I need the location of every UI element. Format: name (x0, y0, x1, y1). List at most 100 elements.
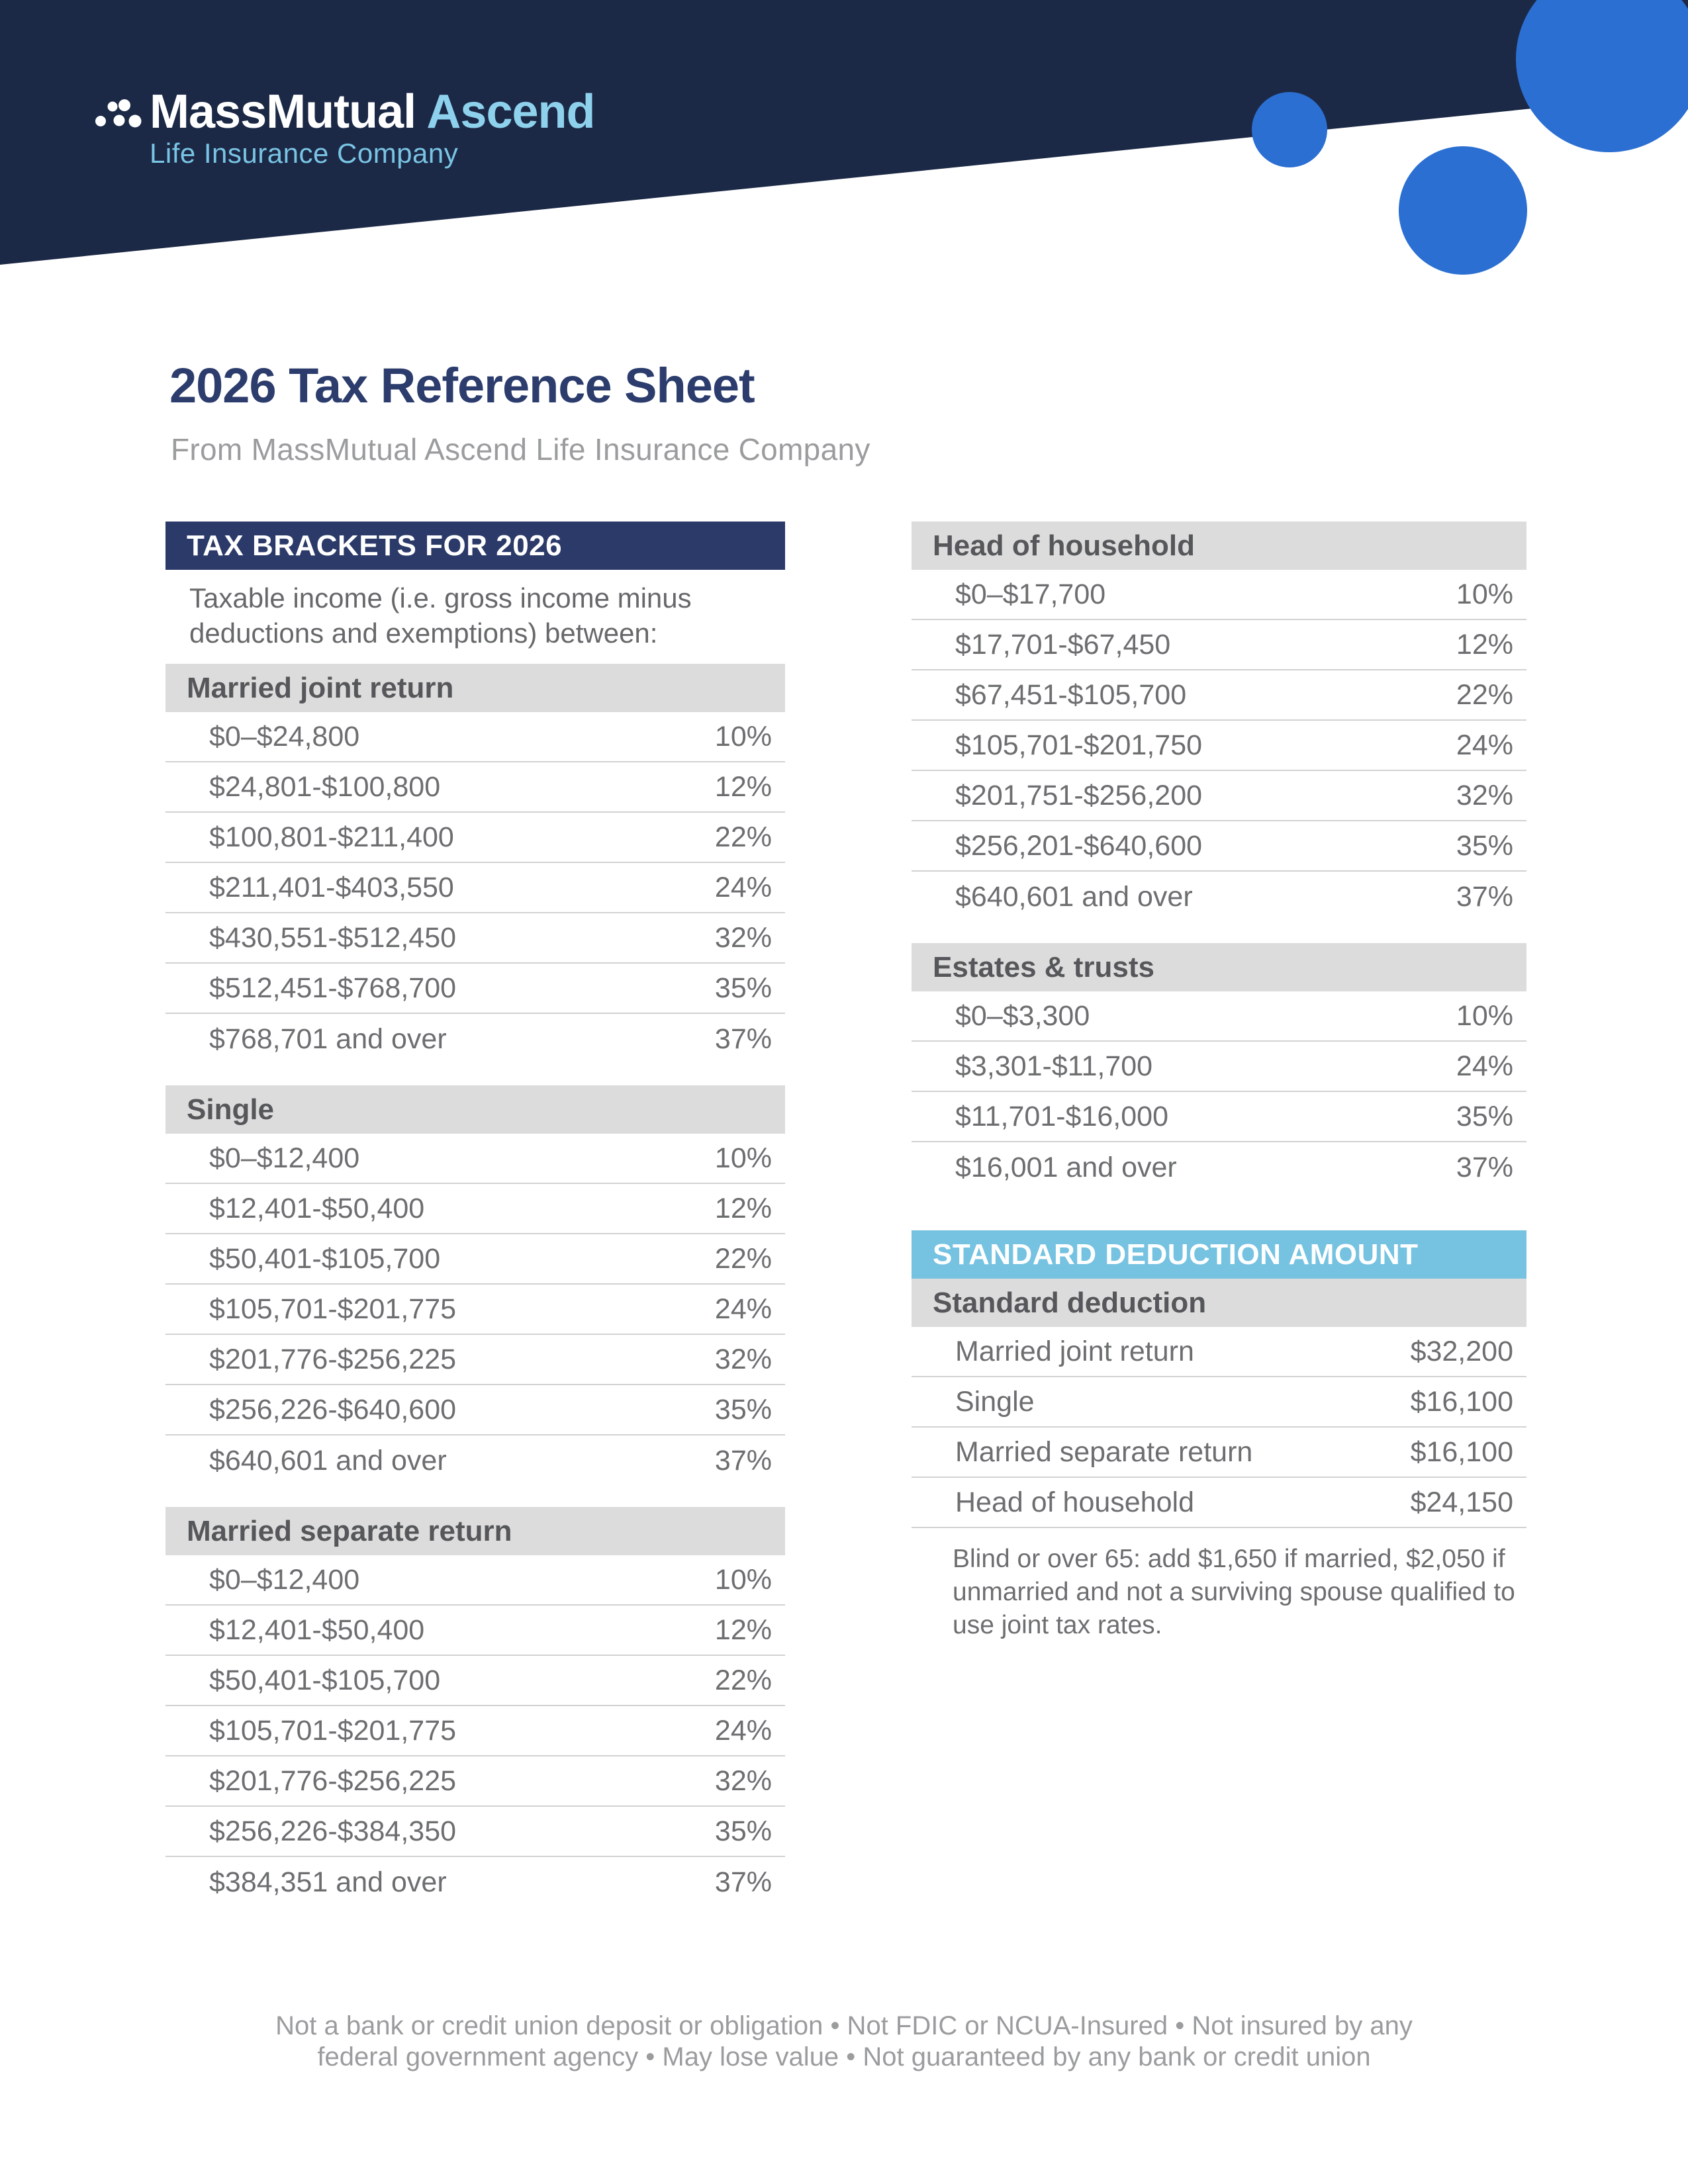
row-label: $0–$24,800 (209, 720, 360, 752)
right-column: Head of household $0–$17,700 10% $17,701-$… (912, 522, 1526, 1642)
bracket-section-label: Single (187, 1093, 275, 1126)
bracket-section-header: Head of household (912, 522, 1526, 570)
table-row: $12,401-$50,400 12% (165, 1606, 785, 1656)
row-label: $3,301-$11,700 (955, 1050, 1153, 1082)
table-row: $16,001 and over 37% (912, 1142, 1526, 1193)
row-label: Single (955, 1385, 1035, 1418)
row-value: 35% (1456, 1100, 1513, 1132)
table-row: $12,401-$50,400 12% (165, 1184, 785, 1234)
row-label: $201,776-$256,225 (209, 1343, 457, 1375)
row-value: 24% (1456, 1050, 1513, 1082)
table-row: $0–$24,800 10% (165, 712, 785, 762)
row-label: $256,201-$640,600 (955, 829, 1203, 862)
footer-disclaimer: Not a bank or credit union deposit or ob… (0, 2011, 1688, 2073)
row-value: 37% (714, 1866, 772, 1898)
row-label: $256,226-$640,600 (209, 1393, 457, 1426)
table-row: $50,401-$105,700 22% (165, 1234, 785, 1285)
row-value: 22% (714, 821, 772, 853)
row-value: 22% (714, 1242, 772, 1275)
decorative-circle-medium (1399, 146, 1527, 275)
footer-disclaimer-line2: federal government agency • May lose val… (317, 2042, 1371, 2071)
logo-tagline: Life Insurance Company (150, 138, 459, 169)
row-value: 24% (714, 871, 772, 903)
decorative-circle-small (1252, 92, 1327, 167)
row-label: $640,601 and over (209, 1444, 447, 1477)
bracket-table-estates-trusts: $0–$3,300 10% $3,301-$11,700 24% $11,701-$16… (912, 991, 1526, 1193)
bracket-section-married-joint: Married joint return $0–$24,800 10% $24,80… (165, 664, 785, 1064)
table-row: $640,601 and over 37% (165, 1435, 785, 1486)
table-row: $17,701-$67,450 12% (912, 620, 1526, 670)
row-value: $32,200 (1410, 1335, 1513, 1367)
standard-deduction-subheader-bar: Standard deduction (912, 1279, 1526, 1327)
table-row: $0–$3,300 10% (912, 991, 1526, 1042)
row-value: 32% (714, 1343, 772, 1375)
page-title: 2026 Tax Reference Sheet (169, 358, 755, 413)
row-value: 35% (714, 1393, 772, 1426)
row-label: $50,401-$105,700 (209, 1664, 441, 1696)
standard-deduction-header-label: STANDARD DEDUCTION AMOUNT (933, 1238, 1419, 1271)
row-label: $211,401-$403,550 (209, 871, 454, 903)
table-row: $100,801-$211,400 22% (165, 813, 785, 863)
bracket-section-label: Married separate return (187, 1514, 512, 1547)
table-row: $201,776-$256,225 32% (165, 1335, 785, 1385)
row-label: $384,351 and over (209, 1866, 447, 1898)
bracket-section-married-separate: Married separate return $0–$12,400 10% $12… (165, 1507, 785, 1907)
row-value: 37% (714, 1023, 772, 1055)
table-row: $0–$12,400 10% (165, 1134, 785, 1184)
row-value: 12% (1456, 628, 1513, 660)
bracket-table-married-separate: $0–$12,400 10% $12,401-$50,400 12% $50,401-$… (165, 1555, 785, 1907)
row-value: 37% (1456, 1151, 1513, 1183)
row-value: 10% (714, 1142, 772, 1174)
table-row: $105,701-$201,775 24% (165, 1706, 785, 1756)
standard-deduction-note: Blind or over 65: add $1,650 if married,… (953, 1545, 1515, 1639)
standard-deduction-section: STANDARD DEDUCTION AMOUNT Standard deduc… (912, 1230, 1526, 1642)
row-label: Married joint return (955, 1335, 1194, 1367)
bracket-section-label: Head of household (933, 529, 1195, 562)
row-label: $16,001 and over (955, 1151, 1177, 1183)
logo-dots-icon (95, 99, 142, 128)
row-value: 10% (1456, 578, 1513, 610)
decorative-circle-large (1516, 0, 1688, 152)
bracket-section-header: Married joint return (165, 664, 785, 712)
table-row: $201,776-$256,225 32% (165, 1756, 785, 1807)
row-label: $24,801-$100,800 (209, 770, 441, 803)
table-row: $50,401-$105,700 22% (165, 1656, 785, 1706)
row-label: Married separate return (955, 1435, 1253, 1468)
logo-brand: MassMutual (150, 85, 416, 138)
logo: MassMutual Ascend Life Insurance Company (91, 85, 596, 169)
table-row: $0–$12,400 10% (165, 1555, 785, 1606)
standard-deduction-header-bar: STANDARD DEDUCTION AMOUNT (912, 1230, 1526, 1279)
row-label: $201,776-$256,225 (209, 1764, 457, 1797)
table-row: $384,351 and over 37% (165, 1857, 785, 1907)
table-row: $24,801-$100,800 12% (165, 762, 785, 813)
row-value: 10% (714, 1563, 772, 1596)
footer-disclaimer-line1: Not a bank or credit union deposit or ob… (275, 2011, 1413, 2040)
table-row: $256,226-$640,600 35% (165, 1385, 785, 1435)
row-label: $0–$17,700 (955, 578, 1106, 610)
row-value: 37% (714, 1444, 772, 1477)
row-value: 12% (714, 770, 772, 803)
row-label: $768,701 and over (209, 1023, 447, 1055)
row-value: 24% (714, 1293, 772, 1325)
row-label: $11,701-$16,000 (955, 1100, 1168, 1132)
left-column: TAX BRACKETS FOR 2026 Taxable income (i.… (165, 522, 785, 1907)
table-row: Head of household $24,150 (912, 1478, 1526, 1528)
row-value: 22% (714, 1664, 772, 1696)
row-label: $0–$12,400 (209, 1563, 360, 1596)
row-value: $16,100 (1410, 1385, 1513, 1418)
row-label: Head of household (955, 1486, 1195, 1518)
table-row: $0–$17,700 10% (912, 570, 1526, 620)
row-label: $50,401-$105,700 (209, 1242, 441, 1275)
row-value: 32% (1456, 779, 1513, 811)
row-label: $105,701-$201,775 (209, 1714, 457, 1747)
table-row: $256,201-$640,600 35% (912, 821, 1526, 872)
row-label: $201,751-$256,200 (955, 779, 1203, 811)
bracket-table-single: $0–$12,400 10% $12,401-$50,400 12% $50,401-$… (165, 1134, 785, 1486)
row-label: $100,801-$211,400 (209, 821, 454, 853)
row-value: $16,100 (1410, 1435, 1513, 1468)
page-subtitle: From MassMutual Ascend Life Insurance Co… (171, 432, 870, 467)
row-value: 32% (714, 1764, 772, 1797)
table-row: $430,551-$512,450 32% (165, 913, 785, 964)
row-label: $256,226-$384,350 (209, 1815, 457, 1847)
row-label: $105,701-$201,750 (955, 729, 1203, 761)
